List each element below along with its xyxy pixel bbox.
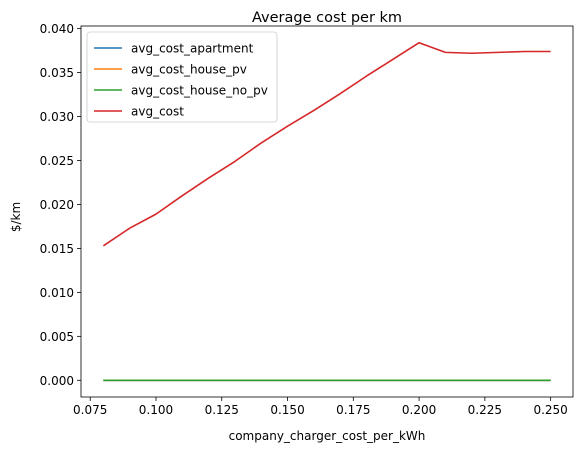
legend-box (86, 31, 278, 123)
legend-label: avg_cost_apartment (131, 42, 254, 56)
x-axis-label: company_charger_cost_per_kWh (229, 429, 426, 443)
y-tick-label: 0.035 (40, 66, 74, 80)
legend-label: avg_cost_house_pv (131, 63, 247, 77)
y-tick-label: 0.005 (40, 330, 74, 344)
y-tick-label: 0.000 (40, 374, 74, 388)
y-axis-label: $/km (9, 202, 23, 232)
plot-series (102, 41, 551, 382)
y-tick-label: 0.010 (40, 286, 74, 300)
y-tick-label: 0.020 (40, 198, 74, 212)
y-tick-label: 0.015 (40, 242, 74, 256)
x-tick-label: 0.125 (205, 403, 239, 417)
x-tick-label: 0.175 (336, 403, 370, 417)
plot-frame (80, 25, 574, 398)
x-tick-label: 0.250 (533, 403, 567, 417)
x-tick-label: 0.200 (402, 403, 436, 417)
legend: avg_cost_apartment avg_cost_house_pv avg_c… (86, 31, 278, 123)
x-tick-label: 0.100 (139, 403, 173, 417)
x-tick-label: 0.075 (73, 403, 107, 417)
series-line-avg-cost (102, 41, 551, 247)
chart-title: Average cost per km (252, 10, 402, 26)
y-tick-label: 0.030 (40, 110, 74, 124)
legend-label: avg_cost (131, 105, 184, 119)
x-tick-label: 0.150 (270, 403, 304, 417)
y-tick-label: 0.040 (40, 22, 74, 36)
legend-label: avg_cost_house_no_pv (131, 84, 268, 98)
x-tick-label: 0.225 (468, 403, 502, 417)
axis-ticks: 0.075 0.100 0.125 0.150 0.175 0.200 0.225 0.250… (40, 22, 568, 417)
y-tick-label: 0.025 (40, 154, 74, 168)
